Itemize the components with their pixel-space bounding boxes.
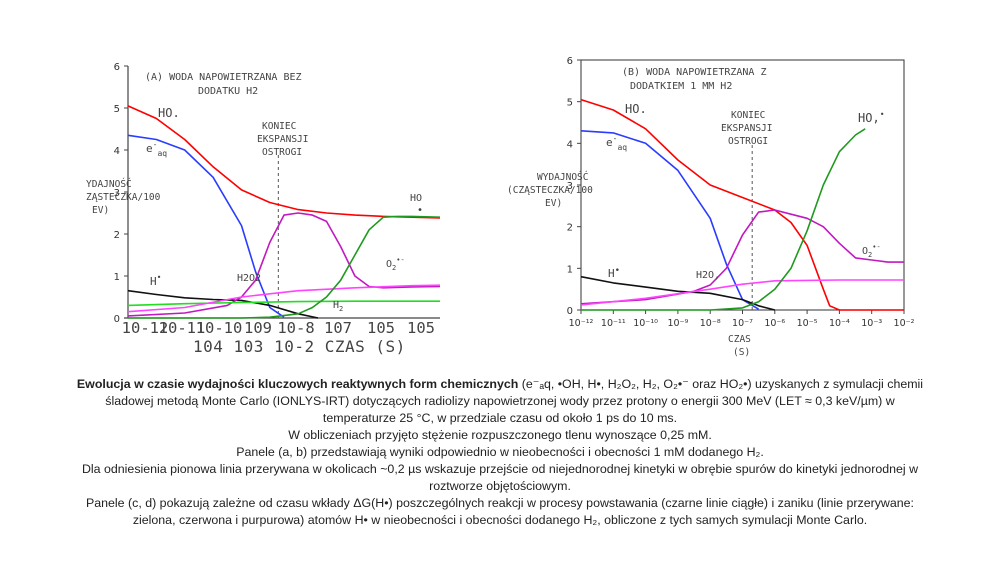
panel-b-annotation-3: OSTROGI — [728, 136, 768, 147]
panel-b-annotation-1: KONIEC — [731, 110, 765, 121]
panel-a-label-h2o2: H2O2 — [237, 273, 261, 284]
series-line-ho — [580, 98, 904, 311]
series-line-h — [580, 275, 776, 311]
caption-line4: Dla odniesienia pionowa linia przerywana… — [81, 462, 919, 493]
panel-a-title-line1: (A) WODA NAPOWIETRZANA BEZ — [145, 72, 302, 83]
x-tick-label: 10⁻⁷ — [732, 318, 753, 329]
panel-a-annotation-3: OSTROGI — [262, 147, 302, 158]
y-tick-label: 6 — [567, 56, 573, 67]
caption-line5: Panele (c, d) pokazują zależne od czasu … — [85, 496, 914, 527]
y-tick-label: 1 — [567, 264, 573, 275]
panel-b-series — [580, 98, 904, 311]
panel-a-label-ho: HO. — [158, 106, 180, 120]
caption-line3: Panele (a, b) przedstawiają wyniki odpow… — [236, 445, 764, 459]
x-tick-label: 105 — [407, 319, 435, 337]
panel-b-label-ho: HO. — [625, 102, 647, 116]
caption-line2: W obliczeniach przyjęto stężenie rozpusz… — [288, 428, 712, 442]
caption-paragraph-1: Ewolucja w czasie wydajności kluczowych … — [70, 376, 930, 427]
figure-caption: Ewolucja w czasie wydajności kluczowych … — [70, 376, 930, 529]
y-tick-label: 0 — [567, 306, 573, 317]
x-tick-label: 109 — [244, 319, 272, 337]
panel-a-annotation-1: KONIEC — [262, 121, 296, 132]
panel-b-annotation-2: EKSPANSJI — [721, 123, 772, 134]
panel-b-label-ho2: HO,• — [858, 110, 885, 125]
y-tick-label: 3 — [114, 188, 120, 199]
y-tick-label: 0 — [114, 314, 120, 325]
panel-b-label-h2o2: H2O, — [696, 270, 720, 281]
series-line-eaq — [127, 134, 285, 318]
y-tick-label: 6 — [114, 62, 120, 73]
panel-b-frame — [580, 59, 905, 311]
x-tick-label: 10⁻¹¹ — [601, 318, 626, 329]
series-line-eaq — [580, 130, 760, 310]
series-line-h2 — [127, 300, 440, 307]
x-tick-label: 10-8 — [277, 319, 314, 337]
y-tick-label: 2 — [114, 230, 120, 241]
panel-b-label-h: H• — [608, 266, 620, 280]
x-tick-label: 10-11 — [159, 319, 206, 337]
series-line-o2 — [580, 279, 904, 306]
y-tick-label: 2 — [567, 223, 573, 234]
panel-a-label-ho2: HO — [410, 193, 422, 204]
y-tick-label: 3 — [567, 181, 573, 192]
panel-a-label-h: H• — [150, 273, 161, 288]
x-tick-label: 10⁻² — [894, 318, 915, 329]
panel-b-ylabel-line2: (CZĄSTECZKA/100 — [507, 185, 593, 196]
panel-a-label-o2: O2•- — [386, 256, 405, 272]
panel-a-series — [127, 105, 441, 319]
panel-a-ylabel-line3: EV) — [92, 205, 109, 216]
y-tick-label: 5 — [114, 104, 120, 115]
x-tick-label: 10-10 — [196, 319, 243, 337]
x-tick-label: 10⁻¹² — [569, 318, 594, 329]
y-tick-label: 5 — [567, 98, 573, 109]
series-line-h2o2 — [580, 209, 904, 305]
caption-title: Ewolucja w czasie wydajności kluczowych … — [76, 377, 519, 391]
x-tick-label: 10⁻⁹ — [667, 318, 688, 329]
x-tick-label: 105 — [367, 319, 395, 337]
x-tick-label: 10⁻⁴ — [829, 318, 850, 329]
panel-b-xlabel-line2: (S) — [733, 347, 750, 358]
panel-b-ylabel-line1: WYDAJNOŚĆ — [537, 171, 588, 183]
caption-line1: (e⁻ₐq, •OH, H•, H₂O₂, H₂, O₂•⁻ oraz HO₂•… — [105, 377, 924, 425]
x-tick-label: 10⁻⁸ — [700, 318, 721, 329]
panel-a-annotation-2: EKSPANSJI — [257, 134, 308, 145]
series-line-ho2 — [128, 215, 441, 319]
x-tick-label: 10⁻³ — [861, 318, 882, 329]
panel-a-x-tick-row2: 104 103 10-2 CZAS (S) — [193, 337, 406, 356]
x-tick-label: 10-12 — [122, 319, 169, 337]
panel-a-ylabel-line2: ZĄSTECZKA/100 — [86, 192, 161, 203]
panel-b-y-ticks: 0 1 2 3 4 5 6 — [567, 56, 581, 317]
x-tick-label: 10⁻⁶ — [764, 318, 785, 329]
panel-b-title-line2: DODATKIEM 1 MM H2 — [630, 81, 732, 92]
panel-a-ylabel-line1: YDAJNOŚĆ — [86, 178, 132, 190]
x-tick-label: 107 — [324, 319, 352, 337]
series-line-ho2 — [581, 128, 866, 311]
panel-b-title-line1: (B) WODA NAPOWIETRZANA Z — [622, 67, 767, 78]
panel-a-label-ho2-dot: • — [417, 205, 423, 216]
y-tick-label: 4 — [114, 146, 120, 157]
panel-b-label-o2: O2•- — [862, 243, 881, 259]
panel-b-x-ticks: 10⁻¹² 10⁻¹¹ 10⁻¹⁰ 10⁻⁹ 10⁻⁸ 10⁻⁷ 10⁻⁶ 10⁻⁵ 10⁻⁴ 1… — [569, 310, 915, 329]
panel-a-label-h2: H2 — [333, 300, 343, 313]
panel-a-chart: 0 1 2 3 4 5 6 (A) WODA NAPOWIETRZANA BEZ DODAT… — [86, 62, 441, 356]
panel-b-xlabel-line1: CZAS — [728, 334, 751, 345]
panel-a-y-ticks: 0 1 2 3 4 5 6 — [114, 62, 128, 325]
y-tick-label: 4 — [567, 139, 573, 150]
panel-a-title-line2: DODATKU H2 — [198, 86, 258, 97]
y-tick-label: 1 — [114, 272, 120, 283]
series-line-o2 — [127, 284, 441, 313]
x-tick-label: 10⁻¹⁰ — [633, 318, 658, 329]
panel-b-ylabel-line3: EV) — [545, 198, 562, 209]
x-tick-label: 10⁻⁵ — [797, 318, 818, 329]
